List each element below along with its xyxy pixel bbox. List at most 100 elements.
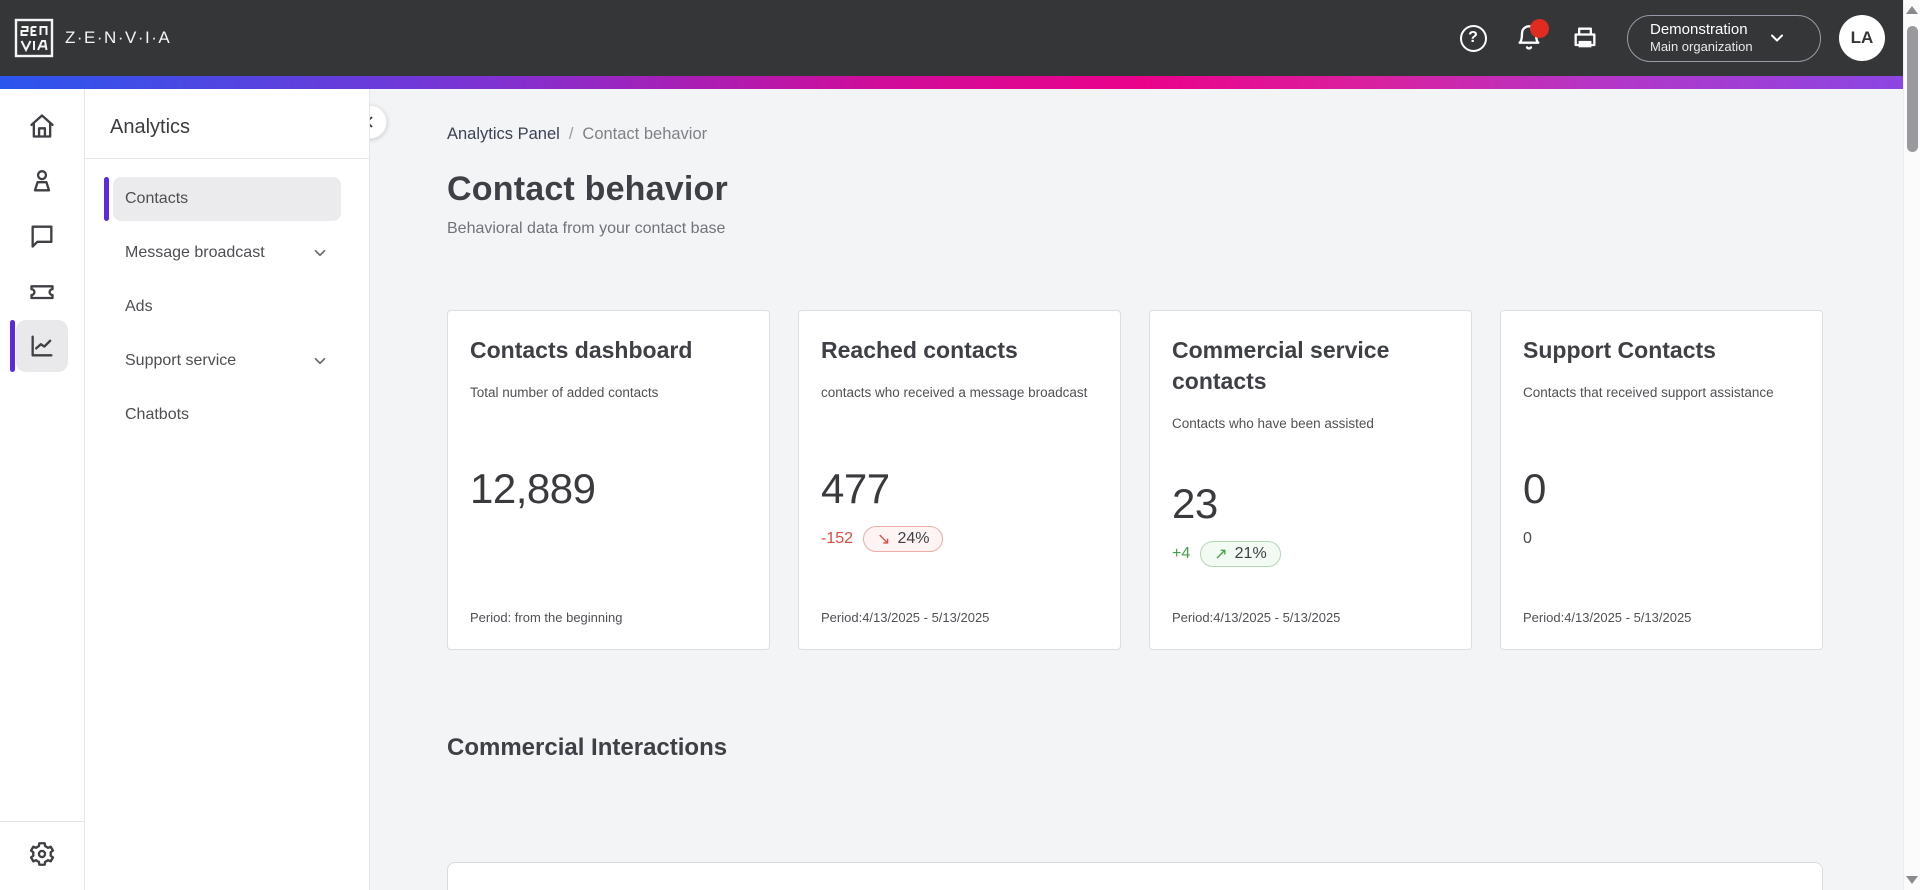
chevron-down-icon — [314, 357, 326, 365]
sidebar-item-label: Contacts — [125, 190, 189, 207]
card-description: contacts who received a message broadcas… — [821, 385, 1088, 401]
sidebar-item-label: Chatbots — [125, 406, 190, 423]
vertical-scrollbar[interactable] — [1903, 0, 1920, 890]
sidebar-item-contacts[interactable]: Contacts — [104, 177, 341, 221]
kpi-cards-row: Contacts dashboard Total number of added… — [447, 310, 1903, 650]
trend-percent: 24% — [897, 529, 930, 547]
content-row: Analytics Contacts Message broadcast Ads — [0, 89, 1903, 890]
card-title: Support Contacts — [1523, 337, 1716, 363]
brand-gradient-bar — [0, 76, 1903, 89]
card-period: Period:4/13/2025 - 5/13/2025 — [1523, 610, 1692, 626]
person-icon — [33, 170, 51, 192]
rail-item-analytics[interactable] — [10, 320, 68, 372]
top-bar: Z·E·N·V·I·A ? — [0, 0, 1903, 76]
page-body: Analytics Panel / Contact behavior Conta… — [370, 89, 1903, 890]
card-value: 477 — [821, 464, 890, 512]
breadcrumb: Analytics Panel / Contact behavior — [447, 125, 1903, 144]
home-icon — [30, 114, 54, 138]
sidebar-title: Analytics — [110, 116, 191, 138]
delta-value: +4 — [1172, 545, 1191, 563]
card-period: Period:4/13/2025 - 5/13/2025 — [1172, 610, 1341, 625]
sidebar-item-message-broadcast[interactable]: Message broadcast — [113, 231, 341, 275]
brand-wordmark: Z·E·N·V·I·A — [65, 28, 172, 47]
notifications-button[interactable] — [1501, 15, 1557, 61]
trend-up-icon: ↗ — [1214, 546, 1228, 564]
avatar[interactable]: LA — [1839, 15, 1885, 61]
card-delta-row — [470, 525, 747, 553]
card-period: Period: from the beginning — [470, 610, 623, 626]
commercial-interactions-panel — [447, 862, 1823, 890]
notification-badge — [1530, 19, 1549, 38]
rail-item-contacts[interactable] — [16, 155, 68, 207]
card-period: Period:4/13/2025 - 5/13/2025 — [821, 610, 990, 626]
card-title: Contacts dashboard — [470, 337, 693, 363]
print-button[interactable] — [1557, 15, 1613, 61]
help-icon: ? — [1459, 24, 1487, 52]
sidebar-item-label: Support service — [125, 352, 237, 369]
page-title: Contact behavior — [447, 170, 728, 208]
trend-down-icon: ↘ — [877, 530, 891, 548]
rail-item-campaigns[interactable] — [16, 265, 68, 317]
card-description: Contacts that received support assistanc… — [1523, 385, 1774, 401]
zenvia-logo: Z·E·N·V·I·A — [14, 18, 171, 58]
chevron-down-icon — [1770, 34, 1783, 42]
page-subtitle: Behavioral data from your contact base — [447, 220, 726, 237]
sidebar-item-label: Ads — [125, 298, 153, 315]
scrollbar-down-arrow[interactable] — [1906, 876, 1918, 884]
sidebar-item-chatbots[interactable]: Chatbots — [113, 393, 341, 437]
card-value: 23 — [1172, 480, 1218, 528]
help-button[interactable]: ? — [1445, 15, 1501, 61]
breadcrumb-analytics-panel[interactable]: Analytics Panel — [447, 125, 560, 143]
sidebar-divider — [85, 158, 369, 159]
chevron-left-icon — [370, 116, 373, 128]
card-reached-contacts: Reached contacts contacts who received a… — [798, 310, 1121, 650]
trend-percent: 21% — [1234, 545, 1267, 563]
rail-bottom-section — [0, 821, 84, 890]
card-support-contacts: Support Contacts Contacts that received … — [1500, 310, 1823, 650]
rail-item-home[interactable] — [16, 100, 68, 152]
analytics-sidebar: Analytics Contacts Message broadcast Ads — [85, 89, 370, 890]
card-description: Contacts who have been assisted — [1172, 416, 1374, 432]
main-content: Analytics Panel / Contact behavior Conta… — [370, 89, 1903, 890]
card-contacts-dashboard: Contacts dashboard Total number of added… — [447, 310, 770, 650]
scrollbar-up-arrow[interactable] — [1906, 6, 1918, 14]
chevron-down-icon — [314, 249, 326, 257]
chat-icon — [31, 225, 53, 248]
card-description: Total number of added contacts — [470, 385, 659, 401]
active-rail-indicator — [10, 320, 15, 372]
trend-badge-up: ↗ 21% — [1200, 541, 1281, 568]
card-title: Commercial service contacts — [1172, 337, 1390, 395]
organization-labels: Demonstration Main organization — [1650, 21, 1753, 56]
sidebar-item-label: Message broadcast — [125, 244, 265, 261]
gear-icon[interactable] — [28, 840, 56, 868]
card-title: Reached contacts — [821, 337, 1018, 363]
card-delta-row: 0 — [1523, 525, 1800, 553]
section-title-commercial-interactions: Commercial Interactions — [447, 734, 728, 761]
icon-rail — [0, 89, 85, 890]
breadcrumb-separator: / — [568, 125, 574, 143]
sidebar-item-support-service[interactable]: Support service — [113, 339, 341, 383]
chart-icon — [31, 335, 53, 357]
active-menu-indicator — [104, 177, 109, 221]
printer-icon — [1574, 27, 1596, 48]
organization-subtitle: Main organization — [1650, 39, 1753, 55]
breadcrumb-current: Contact behavior — [582, 125, 708, 143]
zenvia-logo-icon — [14, 18, 54, 58]
card-value: 12,889 — [470, 464, 596, 512]
sidebar-menu: Contacts Message broadcast Ads Support s… — [85, 159, 369, 437]
card-delta-row: -152 ↘ 24% — [821, 525, 1098, 553]
card-value: 0 — [1523, 464, 1546, 512]
scrollbar-thumb[interactable] — [1907, 26, 1918, 152]
rail-item-conversations[interactable] — [16, 210, 68, 262]
topbar-actions: ? — [1445, 14, 1885, 62]
organization-name: Demonstration — [1650, 20, 1748, 38]
delta-value: -152 — [821, 529, 854, 547]
card-commercial-service-contacts: Commercial service contacts Contacts who… — [1149, 310, 1472, 650]
organization-switcher[interactable]: Demonstration Main organization — [1627, 14, 1821, 62]
card-delta-row: +4 ↗ 21% — [1172, 540, 1449, 568]
trend-badge-down: ↘ 24% — [863, 525, 944, 552]
sidebar-item-ads[interactable]: Ads — [113, 285, 341, 329]
ticket-icon — [30, 285, 54, 300]
